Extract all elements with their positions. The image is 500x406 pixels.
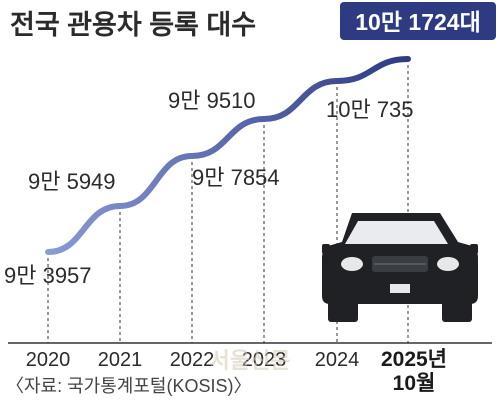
x-tick-label-month-last: 10월 [393,372,436,395]
x-tick-label-2021: 2021 [98,349,143,371]
series-line [45,56,411,255]
x-tick-label-year-last: 2025년 [381,348,447,371]
x-tick-label-2022: 2022 [170,349,215,371]
source-note: 〈자료: 국가통계포털(KOSIS)〉 [6,376,252,396]
x-tick-label-2023: 2023 [242,349,287,371]
data-label-2022: 9만 9510 [168,88,256,113]
x-tick-label-2020: 2020 [26,349,71,371]
data-label-2024: 10만 735 [326,97,414,122]
data-labels: 9만 3957 9만 5949 9만 9510 9만 7854 10만 735 [4,88,414,288]
data-label-2023: 9만 7854 [192,165,280,190]
data-label-2021: 9만 5949 [28,169,116,194]
car-icon [322,213,478,322]
x-tick-label-2024: 2024 [315,349,360,371]
highlight-badge: 10만 1724대 [340,2,496,40]
highlight-badge-label: 10만 1724대 [355,9,480,35]
chart-title: 전국 관용차 등록 대수 [10,10,256,40]
watermark: 서울신문 [210,348,291,373]
data-label-2020: 9만 3957 [4,263,92,288]
